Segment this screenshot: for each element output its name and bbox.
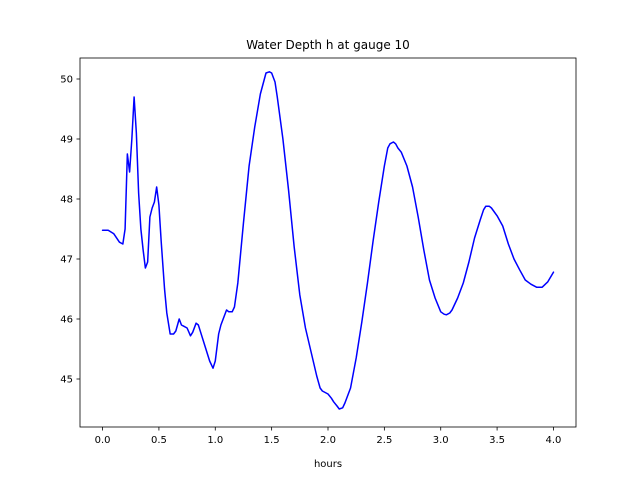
x-tick-label: 1.0 — [207, 435, 223, 446]
y-tick-label: 47 — [60, 255, 73, 266]
x-axis-label: hours — [314, 459, 342, 470]
x-tick-label: 4.0 — [546, 435, 562, 446]
x-tick-label: 1.5 — [264, 435, 280, 446]
x-tick-label: 3.0 — [433, 435, 449, 446]
series-line-0 — [101, 71, 555, 410]
y-tick-label: 48 — [60, 195, 73, 206]
x-tick-label: 0.5 — [151, 435, 167, 446]
y-axis: 45 46 47 48 49 50 — [60, 75, 80, 386]
chart-title: Water Depth h at gauge 10 — [246, 38, 410, 52]
x-tick-label: 2.5 — [376, 435, 392, 446]
x-tick-label: 3.5 — [489, 435, 505, 446]
y-tick-label: 49 — [60, 135, 73, 146]
y-tick-label: 50 — [60, 75, 73, 86]
x-tick-label: 0.0 — [95, 435, 111, 446]
y-tick-label: 45 — [60, 375, 73, 386]
x-axis: 0.0 0.5 1.0 1.5 2.0 2.5 3.0 3.5 4.0 — [95, 427, 562, 446]
y-tick-label: 46 — [60, 315, 73, 326]
x-tick-label: 2.0 — [320, 435, 336, 446]
